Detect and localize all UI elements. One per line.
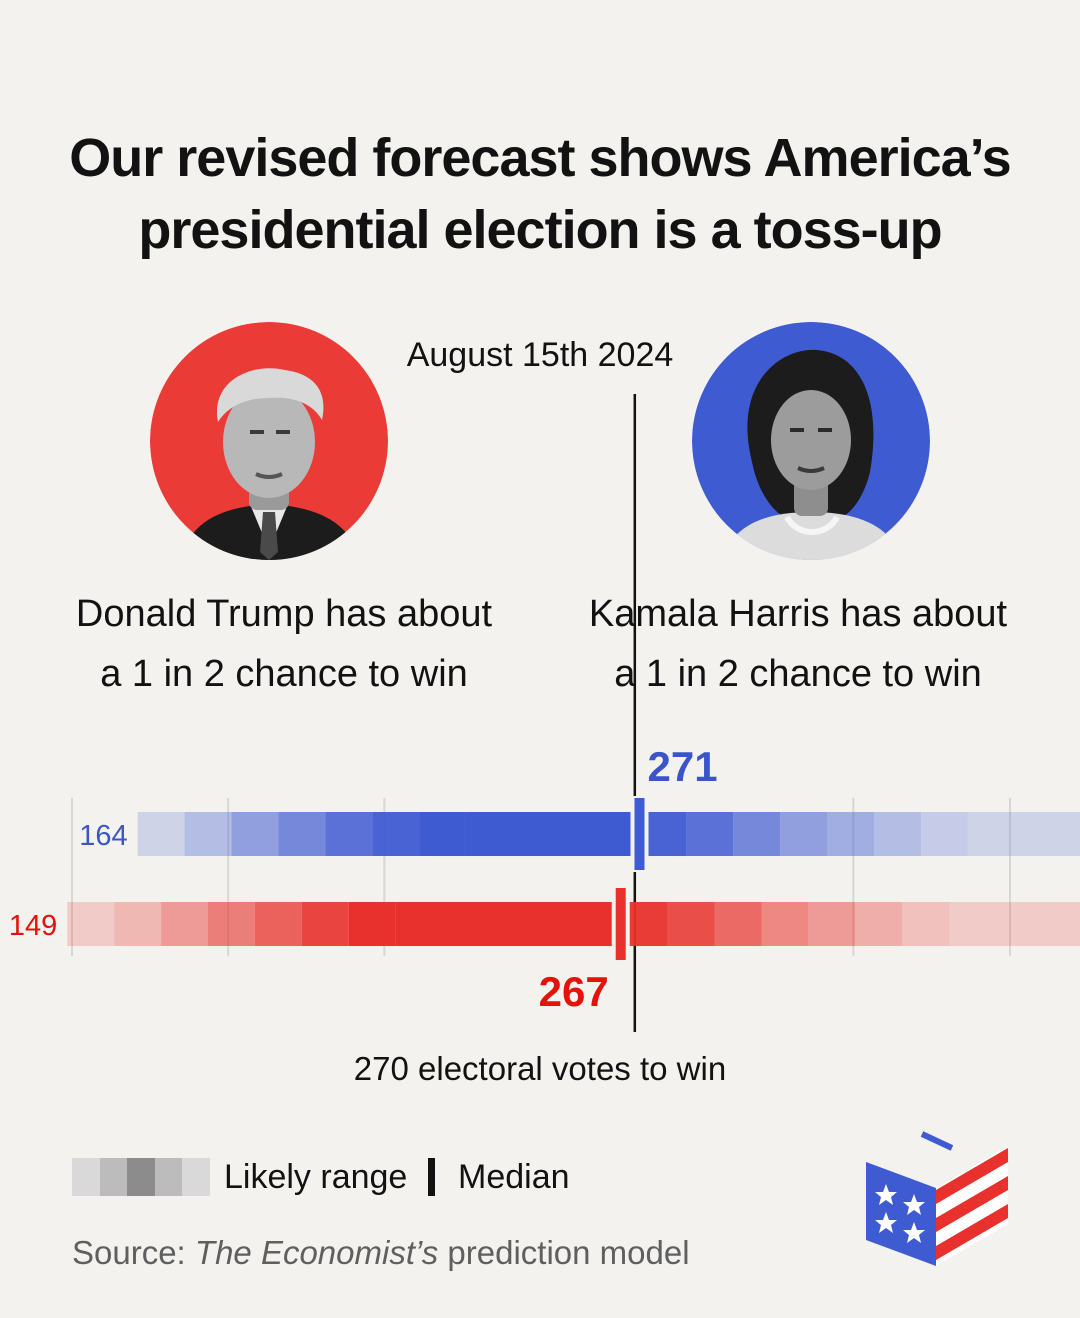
- trump-portrait: [150, 322, 388, 560]
- trump-range-band: [67, 902, 115, 946]
- harris-range-band: [184, 812, 232, 856]
- trump-range-band: [208, 902, 255, 946]
- legend-swatch-cell: [182, 1158, 210, 1196]
- harris-range-band: [827, 812, 874, 856]
- harris-line-1: Kamala Harris has about: [588, 593, 1008, 635]
- source-publication: The Economist’s: [194, 1234, 439, 1271]
- harris-range-band: [873, 812, 921, 856]
- harris-range-band: [325, 812, 373, 856]
- legend-swatch-cell: [127, 1158, 155, 1196]
- forecast-date: August 15th 2024: [406, 336, 674, 374]
- trump-range-band: [855, 902, 903, 946]
- trump-range-band: [114, 902, 162, 946]
- legend-swatch-cell: [72, 1158, 100, 1196]
- ballot-box-logo: [866, 1131, 1008, 1266]
- harris-range-band: [137, 812, 185, 856]
- source-note: Source: The Economist’s prediction model: [72, 1234, 690, 1272]
- trump-line-2: a 1 in 2 chance to win: [100, 653, 468, 695]
- source-prefix: Source:: [72, 1234, 195, 1271]
- harris-median-label: 271: [647, 743, 717, 790]
- legend-median-mark: [428, 1158, 435, 1196]
- source-suffix: prediction model: [438, 1234, 690, 1271]
- trump-range-band: [254, 902, 302, 946]
- title-line-1: Our revised forecast shows America’s: [69, 128, 1011, 188]
- trump-range-band: [761, 902, 809, 946]
- harris-range-band: [419, 812, 466, 856]
- harris-line-2: a 1 in 2 chance to win: [614, 653, 982, 695]
- threshold-label: 270 electoral votes to win: [353, 1050, 727, 1087]
- harris-median-mark: [634, 798, 645, 870]
- trump-median-label: 267: [539, 968, 609, 1015]
- forecast-range-chart: 164389271149374267: [9, 394, 1080, 1032]
- harris-range-band: [1061, 812, 1080, 856]
- legend-swatch-cell: [154, 1158, 183, 1196]
- harris-range-band: [231, 812, 279, 856]
- legend-range-label: Likely range: [224, 1158, 408, 1196]
- harris-range-band: [465, 812, 640, 856]
- harris-range-band: [733, 812, 781, 856]
- harris-range-band: [780, 812, 828, 856]
- trump-range-band: [714, 902, 762, 946]
- harris-portrait: [692, 322, 930, 560]
- trump-range-band: [395, 902, 621, 946]
- chart-title: Our revised forecast shows America’s pre…: [0, 122, 1080, 266]
- trump-range-band: [301, 902, 349, 946]
- title-line-2: presidential election is a toss-up: [138, 200, 942, 260]
- trump-range-band: [902, 902, 950, 946]
- trump-chance-text: Donald Trump has about a 1 in 2 chance t…: [44, 584, 524, 704]
- trump-range-band: [995, 902, 1043, 946]
- harris-range-band: [920, 812, 968, 856]
- harris-range-band: [1014, 812, 1062, 856]
- legend-range-swatch: [72, 1158, 210, 1196]
- harris-range-band: [278, 812, 326, 856]
- trump-line-1: Donald Trump has about: [75, 593, 493, 635]
- trump-median-mark: [615, 888, 626, 960]
- harris-range-band: [967, 812, 1015, 856]
- trump-range-band: [808, 902, 856, 946]
- harris-range-band: [686, 812, 734, 856]
- legend-median-label: Median: [458, 1158, 570, 1196]
- trump-range-band: [1042, 902, 1080, 946]
- trump-low-label: 149: [9, 910, 57, 942]
- legend-swatch-cell: [99, 1158, 128, 1196]
- trump-range-band: [667, 902, 715, 946]
- harris-low-label: 164: [79, 820, 127, 852]
- harris-range-band: [372, 812, 420, 856]
- trump-range-band: [949, 902, 996, 946]
- trump-range-band: [348, 902, 396, 946]
- harris-chance-text: Kamala Harris has about a 1 in 2 chance …: [558, 584, 1038, 704]
- trump-range-band: [161, 902, 209, 946]
